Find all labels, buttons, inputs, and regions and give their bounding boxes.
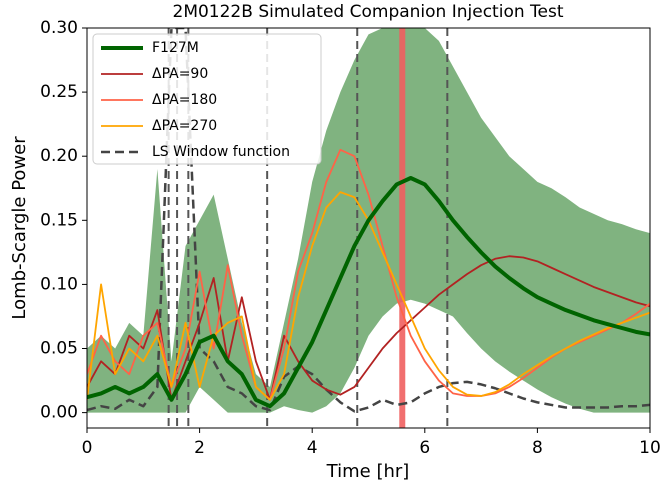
- y-tick-label: 0.30: [40, 18, 78, 38]
- y-tick-label: 0.05: [40, 339, 78, 359]
- y-tick-label: 0.20: [40, 146, 78, 166]
- y-tick-label: 0.10: [40, 274, 78, 294]
- legend-label: LS Window function: [152, 144, 290, 160]
- plot-area: [87, 28, 650, 428]
- chart-title: 2M0122B Simulated Companion Injection Te…: [173, 2, 564, 22]
- y-axis-label: Lomb-Scargle Power: [9, 136, 30, 320]
- legend-label: ΔPA=270: [152, 118, 217, 134]
- y-tick-label: 0.15: [40, 210, 78, 230]
- x-tick-label: 10: [639, 438, 661, 458]
- series-line: [87, 255, 650, 401]
- x-tick-label: 2: [194, 438, 205, 458]
- legend-label: F127M: [152, 40, 199, 56]
- x-axis-label: Time [hr]: [326, 461, 410, 482]
- y-tick-label: 0.25: [40, 82, 78, 102]
- legend-label: ΔPA=90: [152, 66, 208, 82]
- legend: F127M ΔPA=90 ΔPA=180 ΔPA=270 LS Window funct…: [92, 33, 322, 165]
- legend-label: ΔPA=180: [152, 92, 217, 108]
- x-tick-label: 4: [307, 438, 318, 458]
- x-tick-label: 0: [82, 438, 93, 458]
- x-tick-label: 6: [419, 438, 430, 458]
- legend-box: [92, 33, 322, 165]
- y-tick-label: 0.00: [40, 403, 78, 423]
- plot-frame: [86, 27, 651, 429]
- series-line: [87, 176, 650, 409]
- x-tick-label: 8: [532, 438, 543, 458]
